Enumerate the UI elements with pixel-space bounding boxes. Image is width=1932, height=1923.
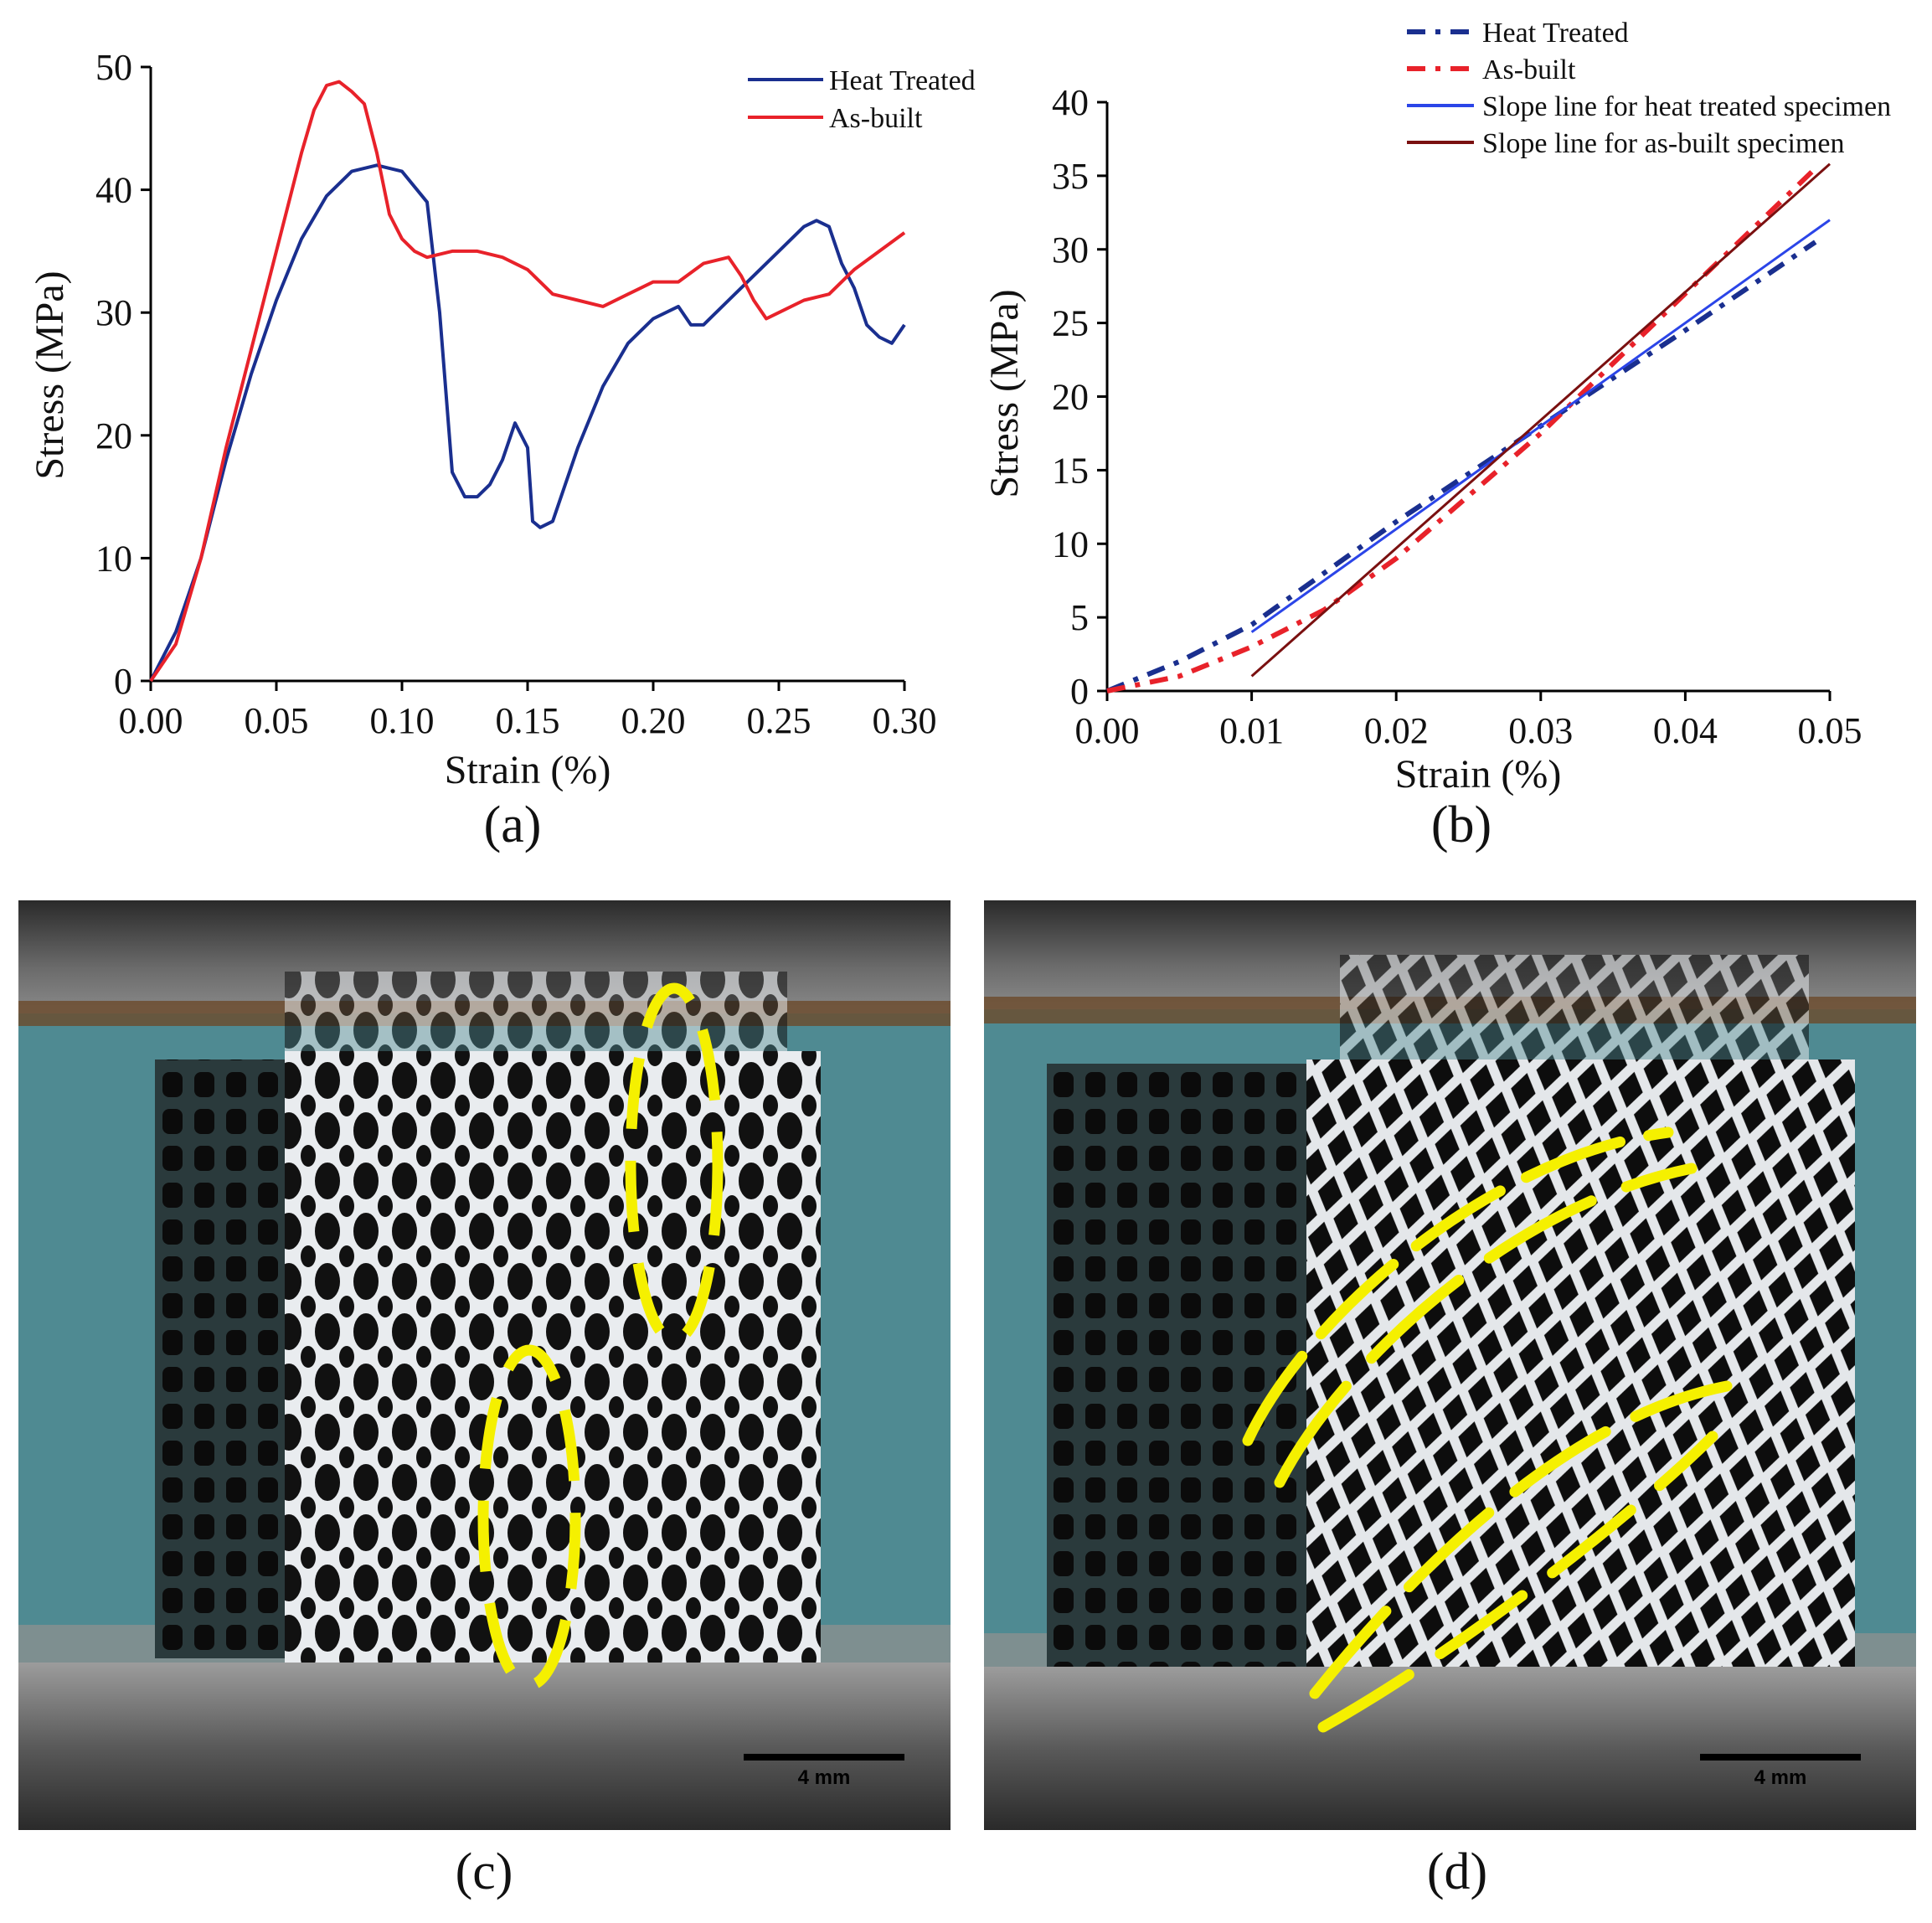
panel-caption: (a) [484, 797, 542, 853]
y-tick-label: 20 [1052, 377, 1089, 418]
lattice-specimen [285, 1051, 821, 1663]
y-tick-label: 40 [1052, 82, 1089, 123]
x-tick-label: 0.30 [873, 700, 937, 741]
series-line-heat-treated [149, 163, 906, 682]
chart-panel-a: 0.00 0.05 0.10 0.15 0.20 0.25 0.3001020304050 … [28, 47, 976, 853]
y-tick-label: 0 [1070, 671, 1089, 712]
x-axis-label: Strain (%) [445, 748, 611, 792]
x-tick-label: 0.10 [370, 700, 435, 741]
lattice-specimen [1306, 1059, 1855, 1667]
annotation-ellipse [477, 1344, 581, 1691]
x-axis-label: Strain (%) [1395, 752, 1562, 797]
x-tick-label: 0.05 [1798, 710, 1862, 751]
x-tick-label: 0.05 [245, 700, 309, 741]
y-tick-label: 15 [1052, 450, 1089, 491]
photo-panel-d: 4 mm (d) [984, 900, 1916, 1900]
legend-label: As-built [1482, 54, 1576, 85]
legend: Heat Treated As-built [748, 65, 976, 134]
x-tick-label: 0.01 [1219, 710, 1284, 751]
y-tick-label: 25 [1052, 303, 1089, 344]
series-line-slope-line-for-heat-treated-specimen [1250, 219, 1831, 633]
y-tick-label: 5 [1070, 597, 1089, 638]
y-tick-label: 20 [95, 415, 132, 456]
x-tick-label: 0.00 [1075, 710, 1140, 751]
series-line-slope-line-for-as-built-specimen [1250, 162, 1831, 678]
series-line-as-built [149, 80, 906, 683]
x-tick-label: 0.03 [1508, 710, 1573, 751]
annotation-ellipse [625, 982, 724, 1346]
series-line-as-built [1106, 166, 1817, 693]
y-tick-label: 10 [95, 538, 132, 579]
x-tick-label: 0.20 [621, 700, 686, 741]
y-tick-label: 30 [95, 292, 132, 333]
lattice-dark-side [1047, 1064, 1315, 1667]
x-tick-label: 0.25 [747, 700, 811, 741]
legend-label: Heat Treated [829, 65, 976, 96]
y-tick-label: 10 [1052, 523, 1089, 565]
panel-caption: (c) [456, 1843, 513, 1900]
bottom-plate [984, 1667, 1916, 1830]
y-tick-label: 40 [95, 170, 132, 211]
panel-caption: (b) [1431, 797, 1492, 853]
series-line-heat-treated [1105, 240, 1817, 693]
legend-label: As-built [829, 103, 923, 134]
chart-panel-b: 0.00 0.01 0.02 0.03 0.04 0.05 0 5 10 15 20 25 30 35 40… [982, 18, 1891, 853]
annotation-shear-band [1242, 1126, 1733, 1733]
lattice-dark-side [155, 1059, 297, 1658]
legend-label: Slope line for as-built specimen [1482, 128, 1844, 159]
bottom-plate [18, 1663, 951, 1830]
scale-bar-label: 4 mm [1754, 1766, 1807, 1789]
panel-caption: (d) [1427, 1843, 1487, 1900]
x-tick-label: 0.04 [1653, 710, 1718, 751]
y-tick-label: 30 [1052, 229, 1089, 271]
y-tick-label: 50 [95, 47, 132, 88]
x-tick-label: 0.15 [496, 700, 560, 741]
legend-label: Slope line for heat treated specimen [1482, 91, 1891, 122]
y-tick-label: 0 [114, 661, 132, 702]
compressed-top-lattice [285, 972, 787, 1051]
x-tick-label: 0.02 [1364, 710, 1429, 751]
legend-label: Heat Treated [1482, 18, 1629, 49]
photo-panel-c: 4 mm (c) [18, 900, 951, 1900]
y-tick-label: 35 [1052, 156, 1089, 197]
scale-bar-label: 4 mm [798, 1766, 851, 1789]
legend: Heat Treated As-built Slope line for hea… [1407, 18, 1891, 159]
y-axis-label: Stress (MPa) [982, 289, 1027, 498]
compressed-top-lattice [1340, 955, 1809, 1059]
y-axis-label: Stress (MPa) [28, 271, 72, 479]
x-tick-label: 0.00 [119, 700, 183, 741]
